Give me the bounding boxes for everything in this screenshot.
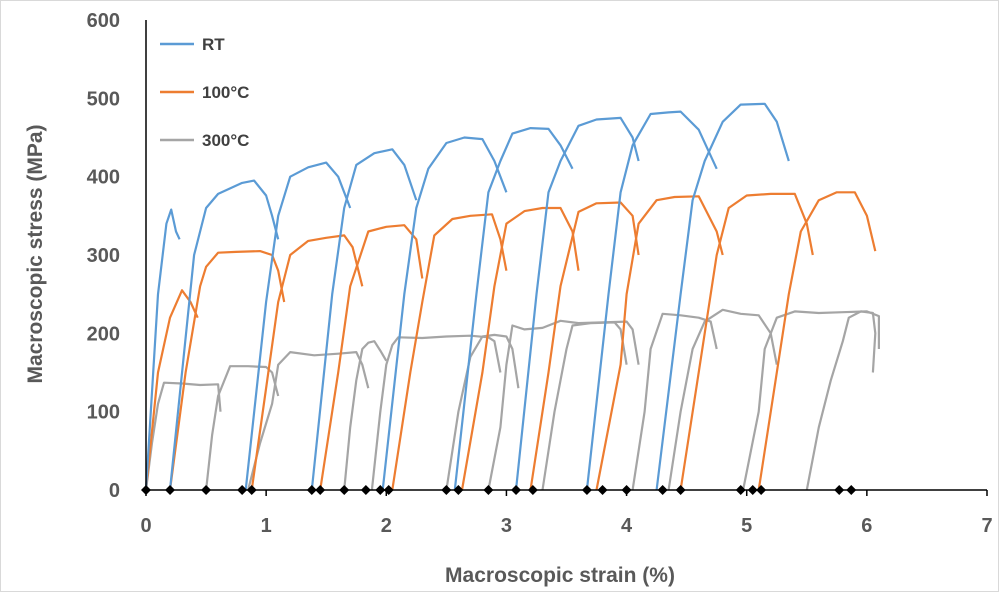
- series-100c: [144, 191, 877, 491]
- series-line: [757, 191, 877, 491]
- x-tick-label: 2: [381, 515, 392, 537]
- unload-marker: [237, 485, 248, 495]
- x-tick-label: 4: [621, 515, 633, 537]
- unload-marker: [441, 485, 452, 495]
- series-line: [144, 381, 222, 491]
- unload-marker: [756, 485, 767, 495]
- series-line: [631, 312, 718, 491]
- series-line: [144, 289, 199, 491]
- y-axis-title: Macroscopic stress (MPa): [24, 124, 47, 383]
- series-line: [541, 321, 628, 491]
- series-layer: [144, 102, 881, 491]
- unload-marker: [735, 485, 746, 495]
- x-tick-label: 3: [501, 515, 512, 537]
- y-tick-label: 100: [87, 402, 120, 424]
- legend: RT 100°C 300°C: [160, 35, 249, 150]
- unload-marker: [846, 485, 857, 495]
- y-tick-label: 500: [87, 88, 120, 110]
- series-line: [250, 234, 364, 491]
- unload-marker: [141, 485, 151, 495]
- series-line: [514, 116, 640, 491]
- y-tick-label: 200: [87, 323, 120, 345]
- unload-marker: [165, 485, 176, 495]
- y-tick-label: 400: [87, 167, 120, 189]
- unload-marker: [383, 485, 394, 495]
- unload-marker: [201, 485, 212, 495]
- series-line: [487, 319, 640, 491]
- series-line: [244, 161, 352, 491]
- series-line: [679, 192, 814, 491]
- series-line: [585, 110, 718, 491]
- series-line: [310, 148, 418, 491]
- x-tick-label: 1: [261, 515, 272, 537]
- series-line: [168, 250, 286, 491]
- series-line: [168, 179, 280, 491]
- x-tick-labels: 0 1 2 3 4 5 6 7: [140, 515, 992, 537]
- series-line: [205, 365, 280, 491]
- x-tick-label: 7: [981, 515, 992, 537]
- unload-marker: [315, 485, 326, 495]
- unload-marker: [747, 485, 758, 495]
- series-rt: [144, 102, 790, 491]
- unload-marker: [339, 485, 350, 495]
- series-300c: [144, 308, 881, 491]
- unload-marker: [453, 485, 464, 495]
- x-tick-label: 0: [140, 515, 151, 537]
- series-line: [453, 127, 574, 491]
- series-line: [319, 224, 424, 491]
- unload-marker: [621, 485, 632, 495]
- series-line: [595, 195, 724, 491]
- series-line: [460, 206, 580, 491]
- y-tick-label: 600: [87, 10, 120, 32]
- y-tick-label: 300: [87, 245, 120, 267]
- series-line: [144, 208, 181, 491]
- unload-marker: [597, 485, 608, 495]
- unload-marker: [306, 485, 317, 495]
- unload-marker: [834, 485, 845, 495]
- unload-marker: [246, 485, 257, 495]
- series-line: [343, 340, 388, 491]
- unload-marker: [375, 485, 386, 495]
- y-tick-label: 0: [109, 480, 120, 502]
- unload-marker: [657, 485, 668, 495]
- unload-marker: [675, 485, 686, 495]
- series-line: [529, 201, 640, 491]
- series-line: [805, 310, 877, 491]
- x-tick-label: 5: [741, 515, 752, 537]
- legend-label: 100°C: [202, 83, 249, 102]
- unload-marker: [360, 485, 371, 495]
- series-line: [247, 351, 370, 491]
- legend-label: 300°C: [202, 131, 249, 150]
- unload-marker: [511, 485, 522, 495]
- y-tick-labels: 0 100 200 300 400 500 600: [87, 10, 120, 502]
- series-line: [370, 334, 502, 491]
- unload-marker: [581, 485, 592, 495]
- series-line: [381, 136, 508, 491]
- series-line: [667, 308, 778, 491]
- marker-layer: [141, 485, 857, 495]
- series-line: [391, 213, 508, 491]
- series-line: [655, 102, 790, 491]
- unload-marker: [527, 485, 538, 495]
- x-tick-label: 6: [861, 515, 872, 537]
- legend-label: RT: [202, 35, 225, 54]
- unload-marker: [483, 485, 494, 495]
- x-axis-title: Macroscopic strain (%): [445, 564, 675, 587]
